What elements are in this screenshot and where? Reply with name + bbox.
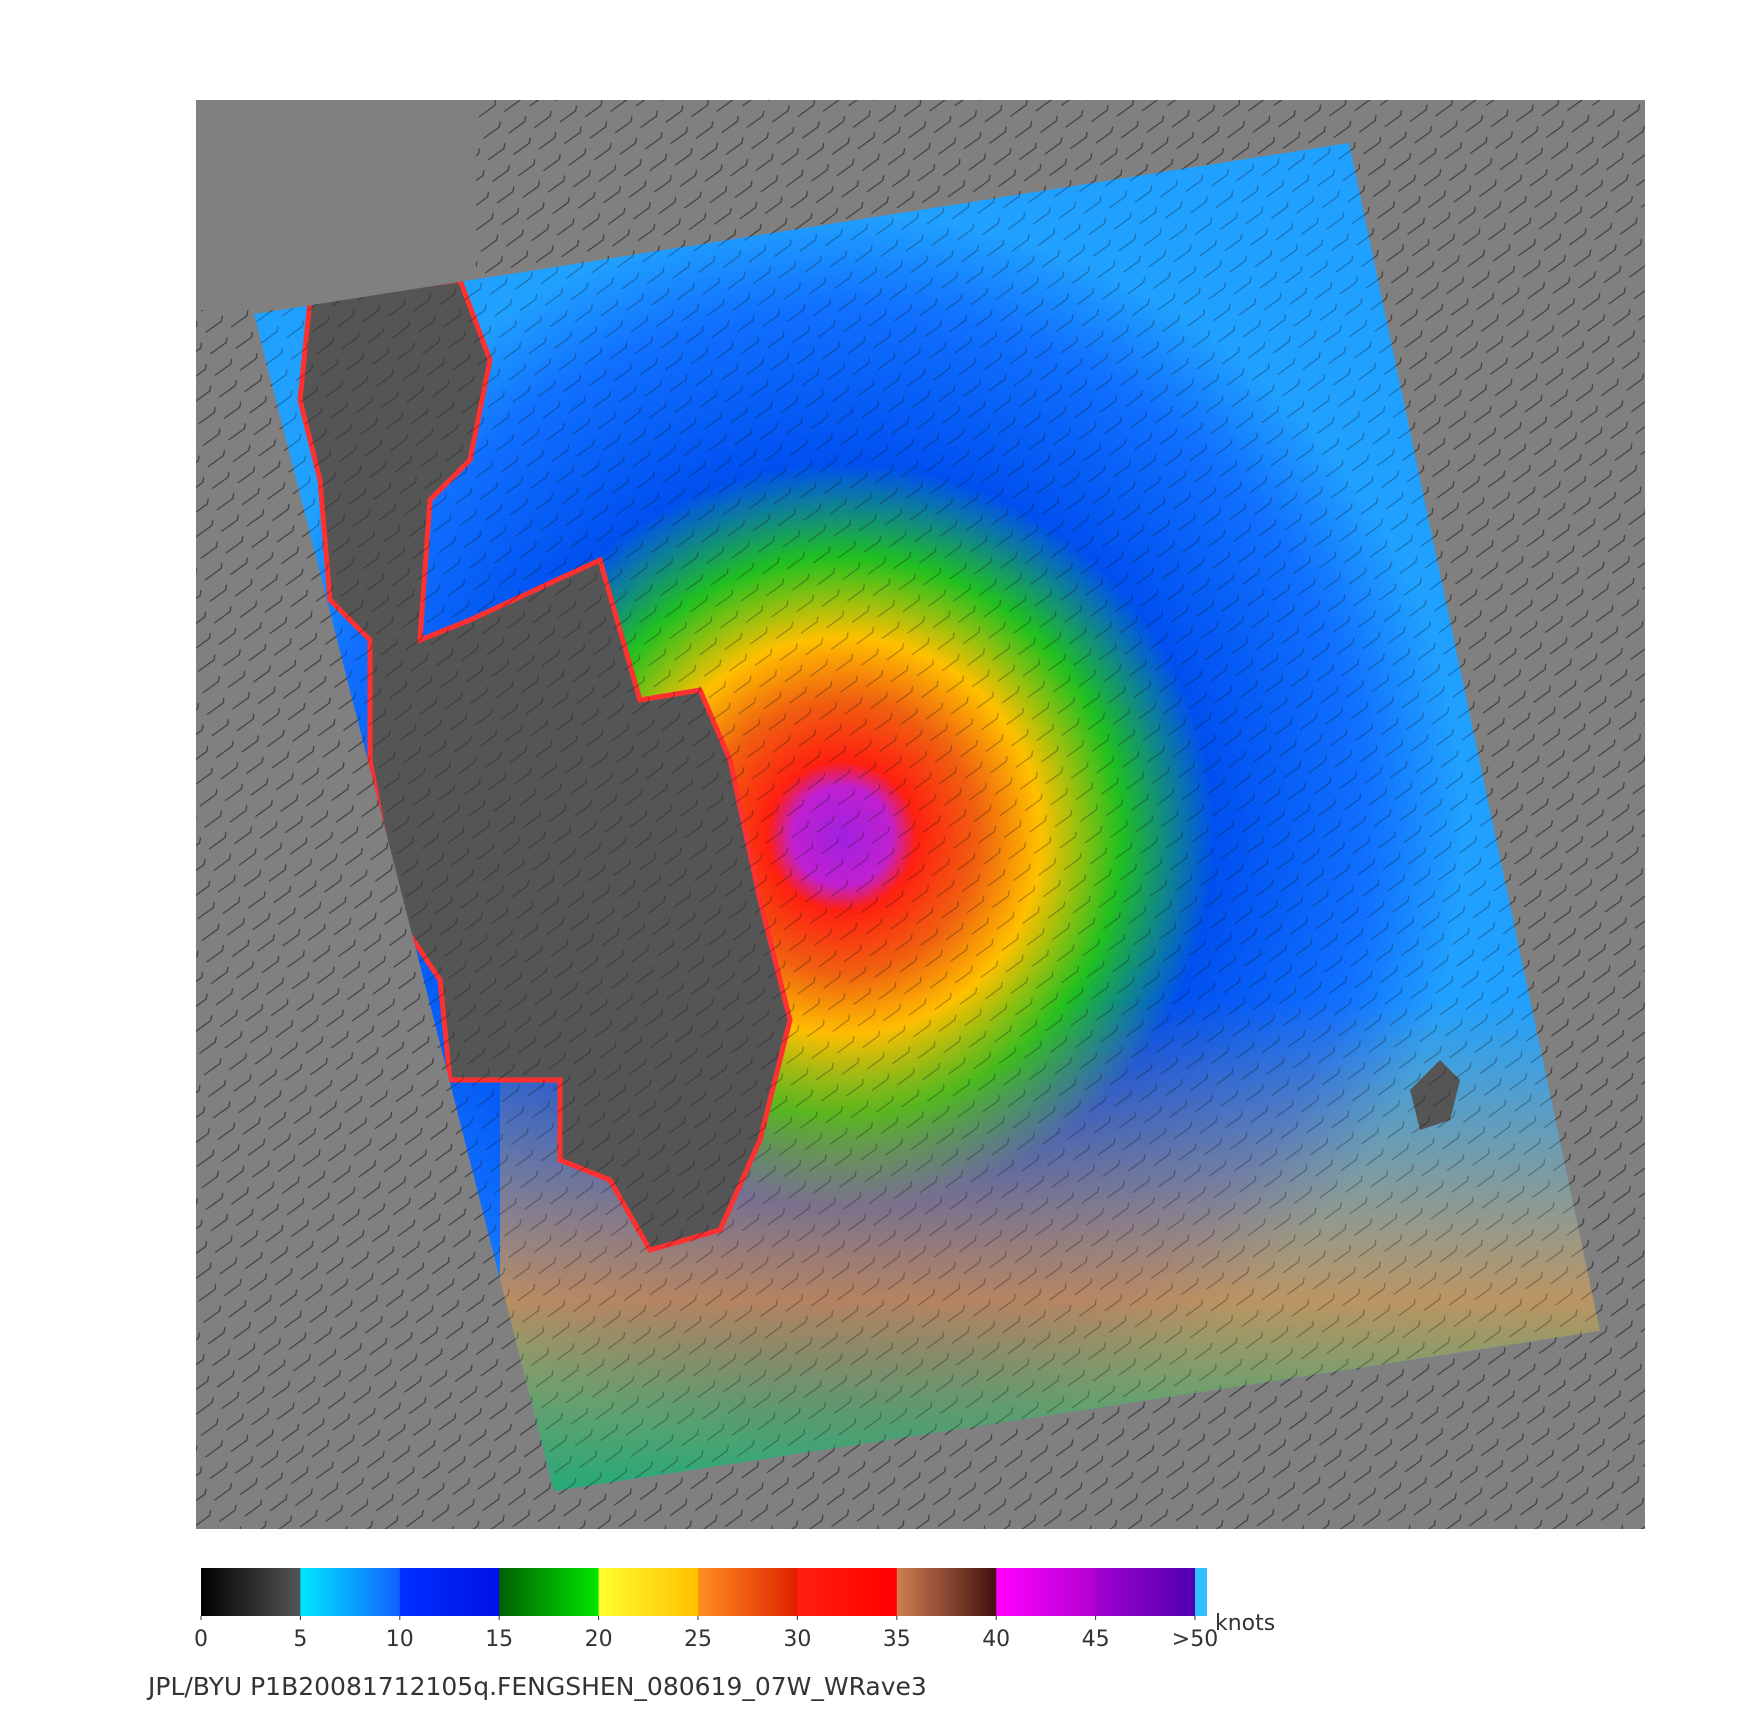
colorbar-band	[1095, 1568, 1196, 1616]
colorbar-band	[399, 1568, 500, 1616]
colorbar-tick-label: 45	[1082, 1627, 1110, 1652]
colorbar-unit: knots	[1215, 1611, 1275, 1636]
colorbar-tick-label: 0	[194, 1627, 208, 1652]
colorbar-tick-label: 15	[485, 1627, 513, 1652]
colorbar-band	[797, 1568, 898, 1616]
colorbar-band	[499, 1568, 600, 1616]
colorbar-tick-label: 10	[386, 1627, 414, 1652]
colorbar-tick-label: 35	[883, 1627, 911, 1652]
colorbar-band	[996, 1568, 1097, 1616]
colorbar-band	[201, 1568, 301, 1616]
colorbar-band	[896, 1568, 997, 1616]
wind-map	[196, 100, 1645, 1529]
footer: JPL/BYU P1B20081712105q.FENGSHEN_080619_…	[146, 1672, 927, 1701]
colorbar-band	[598, 1568, 699, 1616]
colorbar-band	[698, 1568, 798, 1616]
colorbar-tick-label: 20	[585, 1627, 613, 1652]
colorbar-tick-label: 5	[293, 1627, 307, 1652]
colorbar-tick-label: >50	[1172, 1627, 1218, 1652]
colorbar-band	[300, 1568, 401, 1616]
colorbar-end	[1195, 1568, 1207, 1616]
colorbar: 0 5 10 15 20 25 30 35 40 45 >50	[194, 1568, 1218, 1652]
colorbar-tick-label: 40	[982, 1627, 1010, 1652]
colorbar-tick-label: 25	[684, 1627, 712, 1652]
colorbar-tick-label: 30	[783, 1627, 811, 1652]
